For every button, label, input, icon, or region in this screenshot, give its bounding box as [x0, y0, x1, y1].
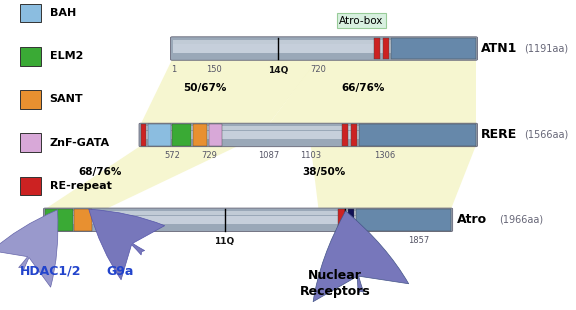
Text: RERE: RERE	[482, 128, 518, 141]
Bar	[172, 124, 191, 146]
Bar	[209, 124, 222, 146]
Text: HDAC1/2: HDAC1/2	[20, 264, 81, 277]
Bar	[45, 209, 73, 231]
Bar	[172, 124, 191, 146]
Text: Atro-box: Atro-box	[339, 16, 384, 26]
Bar	[351, 124, 357, 146]
Polygon shape	[310, 146, 476, 209]
Text: SANT: SANT	[50, 95, 83, 104]
Text: 1103: 1103	[300, 151, 321, 160]
Bar	[342, 124, 348, 146]
Bar	[382, 38, 389, 59]
FancyBboxPatch shape	[139, 123, 478, 147]
Text: 14Q: 14Q	[268, 66, 289, 75]
Text: 729: 729	[202, 151, 218, 160]
Bar	[374, 38, 380, 59]
Bar	[141, 124, 146, 146]
Text: BAH: BAH	[50, 8, 76, 18]
Bar	[74, 209, 92, 231]
Bar	[148, 124, 170, 146]
Text: 720: 720	[310, 65, 327, 74]
Bar	[173, 40, 475, 44]
Text: Atro: Atro	[457, 213, 487, 226]
Bar	[351, 124, 357, 146]
Text: 1857: 1857	[408, 236, 430, 245]
Bar	[356, 209, 451, 231]
Text: 50/67%: 50/67%	[184, 83, 227, 93]
Bar	[142, 131, 475, 139]
Bar	[20, 4, 41, 22]
Bar	[338, 209, 345, 231]
Bar	[348, 209, 354, 231]
Bar	[20, 133, 41, 152]
Text: 1306: 1306	[374, 151, 395, 160]
Bar	[382, 38, 389, 59]
Text: ATN1: ATN1	[482, 42, 518, 55]
Bar	[338, 209, 345, 231]
Bar	[46, 211, 450, 215]
Bar	[391, 38, 476, 59]
Polygon shape	[269, 59, 476, 124]
FancyBboxPatch shape	[170, 37, 478, 60]
Polygon shape	[141, 59, 319, 124]
Text: 38/50%: 38/50%	[302, 167, 346, 177]
Text: G9a: G9a	[106, 264, 134, 277]
Bar	[20, 177, 41, 195]
Bar	[359, 124, 476, 146]
Text: (1191aa): (1191aa)	[524, 43, 568, 54]
Text: ZnF-GATA: ZnF-GATA	[50, 138, 109, 148]
Bar	[142, 126, 475, 130]
Text: 66/76%: 66/76%	[341, 83, 384, 93]
Bar	[45, 209, 73, 231]
Text: 1: 1	[170, 65, 176, 74]
Bar	[20, 90, 41, 109]
Text: (1566aa): (1566aa)	[524, 130, 568, 140]
Bar	[173, 44, 475, 53]
Text: 11Q: 11Q	[214, 237, 235, 246]
Bar	[356, 209, 451, 231]
Bar	[348, 209, 354, 231]
Bar	[74, 209, 92, 231]
Bar	[374, 38, 380, 59]
Text: 14Q: 14Q	[335, 237, 355, 246]
Bar	[193, 124, 207, 146]
Bar	[141, 124, 146, 146]
Bar	[391, 38, 476, 59]
Bar	[148, 124, 170, 146]
Bar	[342, 124, 348, 146]
Text: 150: 150	[206, 65, 221, 74]
FancyBboxPatch shape	[44, 208, 453, 232]
Text: 572: 572	[164, 151, 180, 160]
Bar	[46, 216, 450, 224]
Bar	[359, 124, 476, 146]
Polygon shape	[45, 146, 238, 209]
Bar	[209, 124, 222, 146]
Text: Nuclear
Receptors: Nuclear Receptors	[300, 269, 370, 298]
Bar	[193, 124, 207, 146]
Text: ELM2: ELM2	[50, 51, 83, 61]
Text: RE-repeat: RE-repeat	[50, 181, 112, 191]
Text: 1700: 1700	[352, 236, 373, 245]
Text: 68/76%: 68/76%	[79, 167, 122, 177]
Text: (1966aa): (1966aa)	[499, 215, 543, 225]
Text: 1087: 1087	[258, 151, 279, 160]
Bar	[20, 47, 41, 65]
